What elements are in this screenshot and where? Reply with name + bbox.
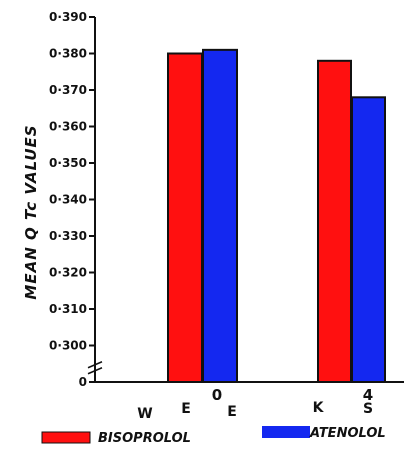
legend-swatch-atenolol xyxy=(262,426,310,438)
y-tick-label: 0·360 xyxy=(49,120,87,134)
x-category-label: 0 xyxy=(212,386,222,404)
legend-swatch-bisoprolol xyxy=(41,431,91,444)
bar-atenolol-week-0 xyxy=(202,48,238,383)
x-axis-label-letter: E xyxy=(227,404,237,420)
bar-bisoprolol-week-0 xyxy=(167,52,203,383)
bar-atenolol-week-4 xyxy=(351,96,386,384)
y-tick-label: 0·320 xyxy=(49,266,87,280)
axis-break-mark xyxy=(87,361,103,375)
y-axis-label: MEAN Q Tc VALUES xyxy=(22,124,40,299)
x-axis-label-letter: K xyxy=(313,400,325,416)
y-tick-label: 0·390 xyxy=(49,10,87,24)
y-tick-label: 0·380 xyxy=(49,47,87,61)
y-tick-label: 0·310 xyxy=(49,302,87,316)
x-category-label: 4 xyxy=(363,386,373,404)
x-axis-label-letter: S xyxy=(363,401,373,417)
x-axis-label-letter: W xyxy=(137,406,152,422)
bar-bisoprolol-week-4 xyxy=(317,59,352,384)
y-tick-label: 0·330 xyxy=(49,229,87,243)
legend-label-atenolol: ATENOLOL xyxy=(309,426,386,441)
bars xyxy=(167,48,386,384)
y-tick-label: 0·350 xyxy=(49,156,87,170)
legend-label-bisoprolol: BISOPROLOL xyxy=(98,431,191,446)
y-tick-label: 0·300 xyxy=(49,339,87,353)
x-axis-label-letter: E xyxy=(181,401,191,417)
y-ticks: 0 0·300 0·310 0·320 0·330 0·340 0·350 0·360 0·37… xyxy=(49,10,95,389)
y-tick-label: 0·340 xyxy=(49,193,87,207)
y-tick-label: 0 xyxy=(79,375,87,389)
legend: BISOPROLOL ATENOLOL xyxy=(41,426,386,446)
y-tick-label: 0·370 xyxy=(49,83,87,97)
